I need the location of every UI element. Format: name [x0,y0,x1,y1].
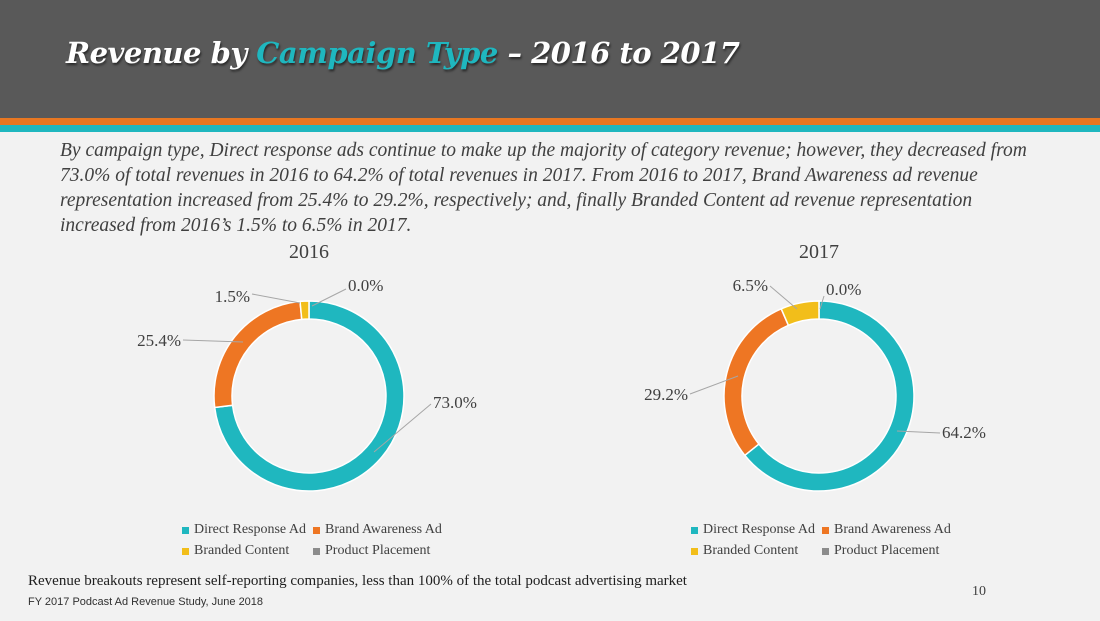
legend-2017: Direct Response Ad Brand Awareness Ad Bran… [691,522,991,562]
leader-line-2016-1 [182,339,244,343]
leader-line-2017-2 [769,285,798,310]
orange-stripe [0,118,1100,125]
legend-label: Brand Awareness Ad [325,522,442,537]
legend-swatch [313,526,320,534]
slide-title: Revenue by Campaign Type – 2016 to 2017 [66,36,740,70]
legend-swatch [691,547,698,555]
leader-line-2017-1 [689,375,739,395]
legend-item-2016-0: Direct Response Ad [182,522,306,538]
legend-swatch [822,526,829,534]
donut-slice-2016-1 [213,300,303,409]
slide-description: By campaign type, Direct response ads co… [60,140,1027,236]
donut-slice-2017-0 [743,300,915,492]
data-label-2017-3: 0.0% [826,280,861,299]
legend-item-2016-3: Product Placement [313,543,430,559]
legend-label: Direct Response Ad [194,522,306,537]
page-number: 10 [972,584,986,599]
footnote: Revenue breakouts represent self-reporti… [28,573,687,589]
source-note: FY 2017 Podcast Ad Revenue Study, June 2… [28,596,264,608]
title-prefix: Revenue by [66,36,257,70]
data-label-2017-0: 64.2% [942,423,986,442]
title-suffix: – 2016 to 2017 [497,36,740,70]
data-label-2016-0: 73.0% [433,393,477,412]
donut-slice-2017-1 [723,307,790,457]
legend-label: Branded Content [703,543,799,558]
donut-slice-2016-0 [213,300,405,492]
teal-stripe [0,125,1100,132]
leader-line-2017-3 [819,295,825,310]
chart-title-0: 2016 [289,241,329,263]
legend-swatch [182,547,189,555]
leader-line-2016-3 [311,288,347,307]
legend-label: Direct Response Ad [703,522,815,537]
legend-2016: Direct Response Ad Brand Awareness Ad Bran… [182,522,482,562]
data-label-2016-1: 25.4% [137,331,181,350]
legend-item-2017-2: Branded Content [691,543,798,559]
legend-item-2017-1: Brand Awareness Ad [822,522,951,538]
leader-line-2017-0 [896,430,941,434]
donut-slice-2017-2 [780,300,820,327]
legend-swatch [691,526,698,534]
data-label-2016-2: 1.5% [215,287,250,306]
legend-swatch [182,526,189,534]
leader-line-2016-2 [251,293,301,304]
leader-line-2016-0 [373,403,432,453]
legend-label: Branded Content [194,543,290,558]
legend-item-2016-2: Branded Content [182,543,289,559]
data-label-2017-1: 29.2% [644,385,688,404]
legend-swatch [822,547,829,555]
chart-title-1: 2017 [799,241,839,263]
legend-label: Product Placement [834,543,940,558]
legend-item-2017-3: Product Placement [822,543,939,559]
legend-label: Brand Awareness Ad [834,522,951,537]
data-label-2016-3: 0.0% [348,276,383,295]
header-bar [0,0,1100,118]
data-label-2017-2: 6.5% [733,276,768,295]
donut-slice-2016-2 [299,300,310,321]
legend-swatch [313,547,320,555]
legend-item-2016-1: Brand Awareness Ad [313,522,442,538]
legend-label: Product Placement [325,543,431,558]
legend-item-2017-0: Direct Response Ad [691,522,815,538]
title-accent: Campaign Type [256,36,498,70]
